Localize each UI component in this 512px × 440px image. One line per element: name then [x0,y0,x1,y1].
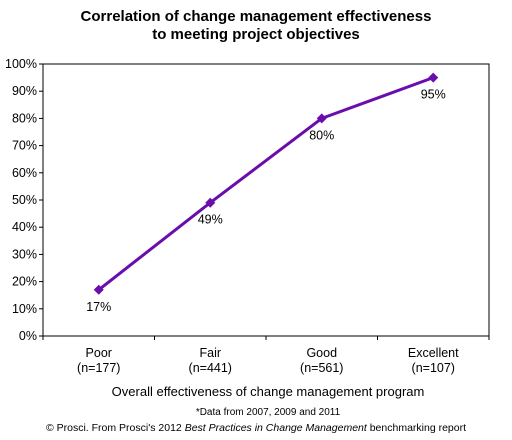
credit-suffix: benchmarking report [367,422,466,434]
x-axis-label: Overall effectiveness of change manageme… [112,384,425,399]
data-source-note: *Data from 2007, 2009 and 2011 [196,407,341,418]
chart-title-line-2: to meeting project objectives [152,26,360,43]
x-category-label: Excellent [408,346,459,360]
data-label: 17% [86,300,111,314]
y-tick-label: 100% [5,57,37,71]
y-tick-label: 60% [12,166,37,180]
x-axis-category-labels: Poor(n=177) Fair(n=441) Good(n=561) Excelle… [42,336,490,375]
data-labels: 17% 49% 80% 95% [86,88,446,314]
y-tick-label: 10% [12,302,37,316]
data-point-marker [316,113,327,124]
y-tick-label: 30% [12,247,37,261]
x-category-label: Fair [199,346,221,360]
data-point-marker [205,197,216,208]
y-tick-label: 80% [12,111,37,125]
data-label: 80% [309,128,334,142]
x-category-label: (n=561) [300,361,343,375]
data-point-marker [93,284,104,295]
y-axis-tick-labels: 0% 10% 20% 30% 40% 50% 60% 70% 80% 90% 100% [5,57,43,343]
plot-area-frame [42,63,490,337]
y-tick-label: 70% [12,139,37,153]
y-tick-label: 90% [12,84,37,98]
credit-prefix: © Prosci. From Prosci's 2012 [46,422,185,434]
x-category-label: Poor [86,346,112,360]
x-category-label: Good [306,346,337,360]
x-category-label: (n=177) [77,361,120,375]
x-category-label: (n=441) [189,361,232,375]
y-tick-label: 20% [12,275,37,289]
y-tick-label: 40% [12,220,37,234]
copyright-credit: © Prosci. From Prosci's 2012 Best Practi… [46,422,466,434]
series-line [97,76,434,291]
y-tick-label: 50% [12,193,37,207]
data-label: 49% [198,213,223,227]
data-point-marker [428,72,439,83]
data-points [93,72,439,295]
credit-italic: Best Practices in Change Management [185,422,368,434]
data-label: 95% [421,88,446,102]
x-category-label: (n=107) [412,361,455,375]
y-tick-label: 0% [19,329,37,343]
chart-title-line-1: Correlation of change management effecti… [81,8,432,25]
